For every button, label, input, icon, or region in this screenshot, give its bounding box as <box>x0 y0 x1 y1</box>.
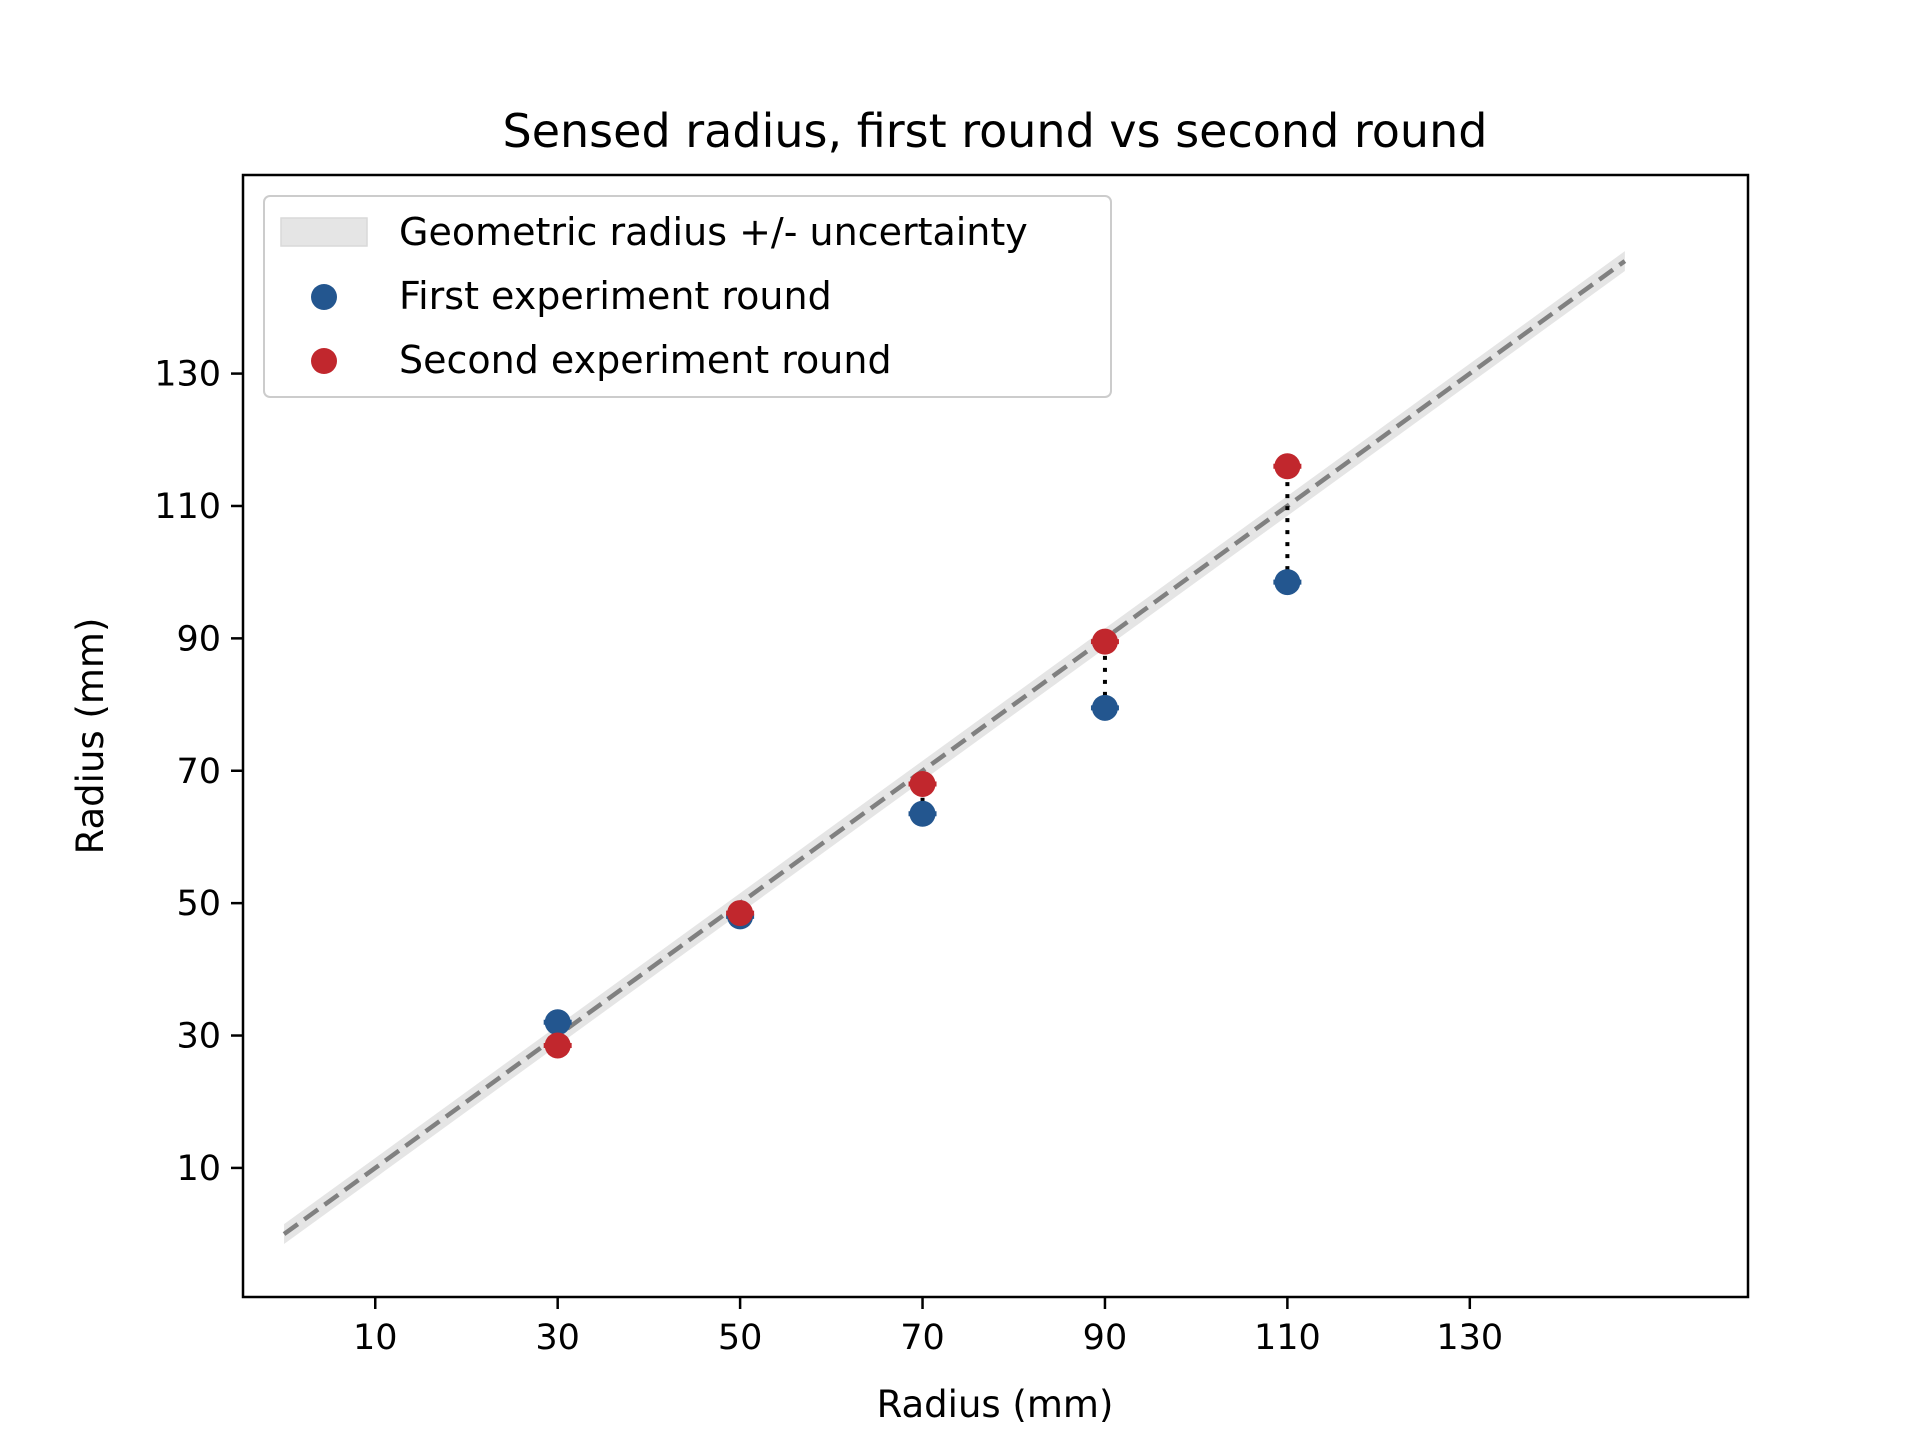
legend: Geometric radius +/- uncertainty First e… <box>263 195 1112 398</box>
x-tick-label: 70 <box>900 1318 945 1358</box>
y-tick-label: 110 <box>154 487 221 527</box>
x-tick-label: 110 <box>1254 1318 1321 1358</box>
legend-marker-second-round <box>311 348 337 374</box>
y-tick-label: 10 <box>176 1149 221 1189</box>
legend-label-reference: Geometric radius +/- uncertainty <box>399 210 1028 254</box>
x-axis-label: Radius (mm) <box>877 1383 1114 1426</box>
legend-box <box>263 195 1112 398</box>
legend-label-first-round: First experiment round <box>399 274 832 318</box>
data-point-first-round <box>909 800 936 827</box>
data-point-second-round <box>727 900 754 927</box>
plot-area <box>282 251 1627 1245</box>
data-point-first-round <box>1274 569 1301 596</box>
data-point-second-round <box>544 1032 571 1059</box>
data-point-second-round <box>1274 453 1301 480</box>
data-point-first-round <box>544 1009 571 1036</box>
axis-ticks: 10 30 50 70 90 110 130 10 30 50 70 90 110 130 <box>154 355 1503 1358</box>
y-tick-label: 70 <box>176 752 221 792</box>
data-point-first-round <box>1091 694 1118 721</box>
x-tick-label: 30 <box>535 1318 580 1358</box>
x-tick-label: 50 <box>718 1318 763 1358</box>
legend-label-second-round: Second experiment round <box>399 338 892 382</box>
legend-swatch-reference <box>280 217 368 247</box>
data-point-second-round <box>909 770 936 797</box>
plot-frame <box>241 173 1750 1299</box>
geometric-radius-line <box>282 259 1627 1236</box>
y-tick-label: 130 <box>154 355 221 395</box>
y-tick-label: 90 <box>176 619 221 659</box>
x-tick-label: 90 <box>1083 1318 1128 1358</box>
chart-title: Sensed radius, first round vs second rou… <box>503 104 1488 158</box>
x-tick-label: 10 <box>353 1318 398 1358</box>
y-tick-label: 30 <box>176 1017 221 1057</box>
data-point-second-round <box>1091 628 1118 655</box>
y-axis-label: Radius (mm) <box>69 618 112 855</box>
y-tick-label: 50 <box>176 884 221 924</box>
x-tick-label: 130 <box>1436 1318 1503 1358</box>
legend-marker-first-round <box>311 284 337 310</box>
